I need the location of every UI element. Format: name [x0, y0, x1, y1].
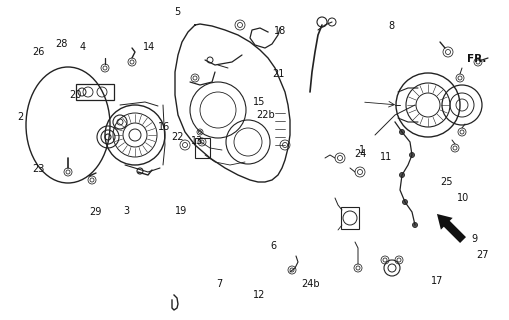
Bar: [341, 207, 359, 229]
FancyArrowPatch shape: [437, 214, 466, 243]
Text: 5: 5: [174, 7, 180, 17]
Text: 4: 4: [79, 42, 86, 52]
Text: 12: 12: [253, 290, 266, 300]
Text: 11: 11: [380, 152, 392, 162]
Text: 24: 24: [354, 148, 366, 159]
Circle shape: [412, 222, 417, 228]
Text: 19: 19: [175, 205, 187, 216]
Text: 15: 15: [253, 97, 266, 107]
Text: 29: 29: [90, 207, 102, 217]
Text: 13: 13: [191, 136, 204, 147]
Text: 22: 22: [171, 132, 183, 142]
Circle shape: [400, 130, 405, 134]
Text: 17: 17: [431, 276, 443, 286]
Text: 22b: 22b: [257, 109, 275, 120]
Text: 14: 14: [143, 42, 155, 52]
Text: 8: 8: [389, 21, 395, 31]
Text: 23: 23: [32, 164, 44, 174]
Text: 18: 18: [274, 26, 286, 36]
Text: 2: 2: [17, 112, 23, 122]
Text: 24b: 24b: [301, 279, 320, 289]
Text: 21: 21: [273, 69, 285, 79]
Bar: [194, 138, 210, 158]
Text: FR.: FR.: [467, 54, 487, 64]
Text: 25: 25: [441, 177, 453, 187]
Text: 28: 28: [55, 39, 67, 49]
Text: 27: 27: [476, 250, 489, 260]
Text: 20: 20: [69, 90, 81, 100]
Text: 10: 10: [457, 193, 469, 204]
Text: 1: 1: [359, 145, 365, 155]
Text: 6: 6: [271, 241, 277, 251]
Text: 9: 9: [471, 234, 477, 244]
Text: 3: 3: [123, 206, 129, 216]
Text: 16: 16: [158, 122, 170, 132]
Circle shape: [403, 199, 408, 204]
Text: 26: 26: [32, 47, 44, 57]
Text: 7: 7: [216, 279, 222, 289]
Circle shape: [410, 153, 414, 157]
Circle shape: [400, 172, 405, 178]
Bar: [76, 84, 114, 100]
